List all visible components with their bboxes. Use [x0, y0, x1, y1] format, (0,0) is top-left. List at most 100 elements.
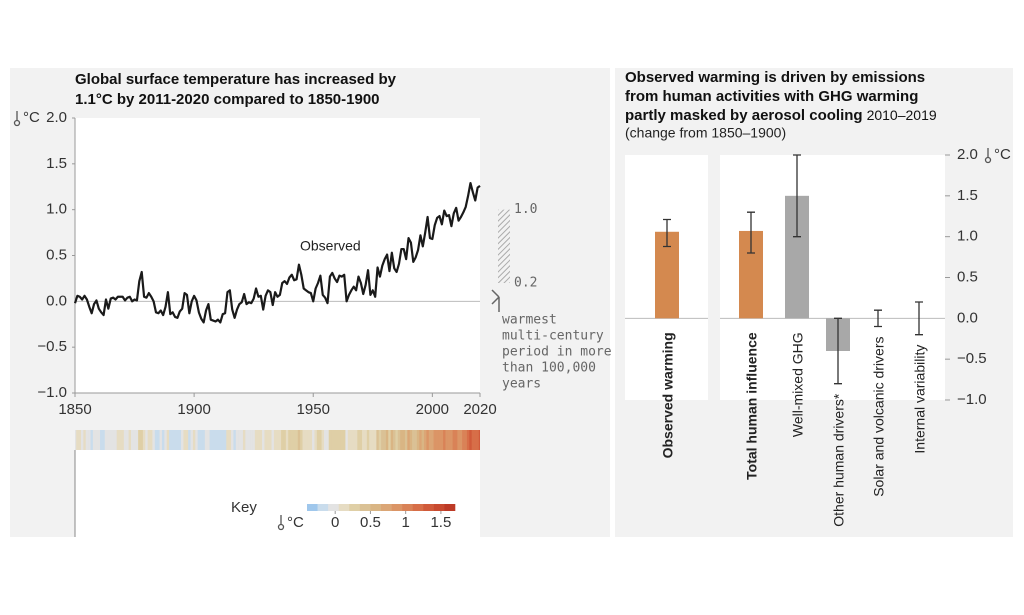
stripe	[109, 430, 113, 450]
y-tick-label: 2.0	[957, 146, 978, 163]
stripe	[181, 430, 184, 450]
stripe	[454, 430, 458, 450]
stripe	[362, 430, 365, 450]
stripe	[245, 430, 249, 450]
stripe	[138, 430, 141, 450]
stripe	[271, 430, 275, 450]
stripe	[202, 430, 206, 450]
key-swatch	[359, 504, 371, 511]
stripe	[343, 430, 346, 450]
key-swatch	[349, 504, 361, 511]
chart-title: partly masked by aerosol cooling 2010–201…	[625, 107, 937, 124]
key-swatch	[338, 504, 350, 511]
stripe	[121, 430, 125, 450]
annotation: warmest	[502, 313, 557, 328]
stripe	[354, 430, 358, 450]
chart-title: Global surface temperature has increased…	[75, 71, 397, 88]
stripe	[400, 430, 403, 450]
category-label: Other human drivers*	[831, 393, 847, 527]
stripe	[190, 430, 194, 450]
stripe	[211, 430, 215, 450]
stripe	[154, 430, 158, 450]
key-swatch	[381, 504, 392, 511]
y-tick-label: −0.5	[957, 350, 987, 367]
stripe	[435, 430, 439, 450]
stripe	[340, 430, 344, 450]
stripe	[126, 430, 130, 450]
stripe	[123, 430, 127, 450]
key-swatch	[444, 504, 456, 511]
stripe	[385, 430, 389, 450]
stripe	[333, 430, 337, 450]
stripe	[433, 430, 437, 450]
y-tick-label: 0.5	[957, 268, 978, 285]
stripe	[466, 430, 470, 450]
stripe	[157, 430, 160, 450]
stripe	[443, 430, 446, 450]
stripe	[328, 430, 332, 450]
stripe	[107, 430, 110, 450]
stripe	[297, 430, 301, 450]
stripe	[92, 430, 96, 450]
stripe	[119, 430, 122, 450]
y-tick-label: 1.0	[46, 201, 67, 218]
plot-area	[75, 118, 480, 393]
stripe	[262, 430, 265, 450]
arrow-icon	[491, 289, 500, 312]
stripe	[200, 430, 203, 450]
annotation: than 100,000	[502, 361, 596, 376]
stripe	[257, 430, 261, 450]
annotation: years	[502, 377, 541, 392]
stripe	[116, 430, 120, 450]
stripe	[207, 430, 211, 450]
stripe	[276, 430, 280, 450]
y-tick-label: −1.0	[957, 391, 987, 408]
stripe	[114, 430, 118, 450]
stripe	[83, 430, 87, 450]
stripe	[247, 430, 251, 450]
stripe	[161, 430, 165, 450]
stripe	[347, 430, 351, 450]
category-label: Solar and volcanic drivers	[871, 337, 887, 497]
key-swatch	[391, 504, 403, 511]
stripe	[462, 430, 465, 450]
stripe	[173, 430, 177, 450]
key-swatch	[412, 504, 424, 511]
stripe	[393, 430, 396, 450]
key-swatch	[423, 504, 435, 511]
y-unit: °C	[994, 146, 1011, 163]
stripe	[404, 430, 408, 450]
stripe	[381, 430, 384, 450]
x-tick-label: 2000	[416, 401, 449, 418]
stripe	[395, 430, 399, 450]
y-tick-label: 1.0	[957, 228, 978, 245]
stripe	[195, 430, 199, 450]
stripe	[102, 430, 106, 450]
stripe	[269, 430, 272, 450]
stripe	[335, 430, 339, 450]
stripe	[412, 430, 415, 450]
stripe	[426, 430, 430, 450]
stripe	[290, 430, 294, 450]
stripe	[295, 430, 299, 450]
stripe	[159, 430, 163, 450]
stripe	[209, 430, 213, 450]
key-swatch	[328, 504, 340, 511]
stripe	[135, 430, 139, 450]
stripe	[231, 430, 234, 450]
stripe	[352, 430, 356, 450]
error-bar	[747, 211, 755, 254]
stripe	[364, 430, 368, 450]
stripe	[416, 430, 420, 450]
stripe	[331, 430, 334, 450]
stripe	[459, 430, 463, 450]
stripe	[438, 430, 442, 450]
y-tick-label: 0.0	[46, 292, 67, 309]
stripe	[204, 430, 208, 450]
key-unit: °C	[287, 514, 304, 531]
stripe	[369, 430, 373, 450]
x-tick-label: 1900	[177, 401, 210, 418]
key-swatch	[370, 504, 382, 511]
stripe	[164, 430, 168, 450]
warmest-period-bar	[498, 209, 510, 283]
